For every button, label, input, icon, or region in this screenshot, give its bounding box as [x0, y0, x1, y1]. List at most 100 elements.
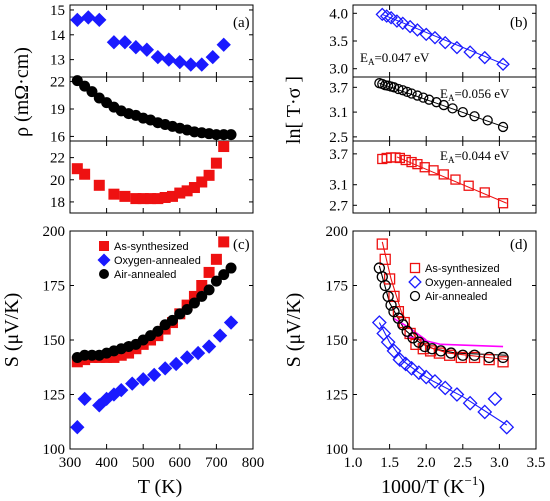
- panel-d-legend-marker: [409, 262, 421, 274]
- panel-b-point: [479, 187, 490, 198]
- marks-layer: 13 14 15 16 19 22 18 20 22 4.0 3.5 3.0 EA=0.047 eV 3.…: [43, 3, 546, 471]
- panel-c-point: [181, 303, 193, 315]
- panel-c-point: [106, 387, 122, 402]
- panel-b-point: [396, 16, 410, 31]
- panel-b-point: [375, 7, 390, 22]
- panel-d-x-label: 1.0: [344, 455, 363, 471]
- panel-c-point: [166, 314, 178, 326]
- panel-b-point: [418, 92, 429, 103]
- panel-c-point: [168, 356, 184, 372]
- panel-d-point: [371, 315, 387, 330]
- panel-d-point: [376, 238, 388, 250]
- panel-a-point: [71, 163, 83, 175]
- panel-c-point: [188, 290, 200, 302]
- panel-d-point: [380, 334, 396, 350]
- top-right-ylabel: ln[ T·σ ]: [283, 76, 305, 144]
- panel-b-point: [497, 121, 509, 133]
- panel-b-point: [388, 82, 400, 93]
- panel-a-y-label: 16: [50, 129, 66, 145]
- panel-b-fit-line: [382, 13, 507, 66]
- panel-b-point: [469, 111, 480, 122]
- panel-b-point: [496, 57, 510, 72]
- panel-d-point: [437, 380, 453, 396]
- panel-d-x-label: 3.0: [490, 455, 509, 471]
- panel-d-point: [419, 340, 431, 353]
- panel-b-point: [400, 154, 411, 166]
- panel-b-point: [384, 10, 398, 25]
- panel-c-point: [114, 382, 129, 398]
- panel-a-point: [79, 168, 91, 180]
- panel-a-point: [172, 54, 187, 70]
- panel-label-a: (a): [233, 15, 250, 31]
- panel-a-y-label: 20: [50, 173, 65, 189]
- panel-a-point: [108, 188, 120, 200]
- bottom-left-ylabel: S (μV/K): [1, 293, 23, 368]
- panel-d-y-label: 100: [326, 442, 349, 458]
- panel-a-point: [225, 129, 237, 141]
- panel-d-point: [499, 419, 515, 435]
- panel-a-point: [106, 35, 122, 50]
- panel-a-point: [139, 42, 155, 57]
- panel-b-point: [450, 174, 461, 185]
- panel-a-y-label: 19: [50, 102, 65, 118]
- panel-d-legend-label: Oxygen-annealed: [425, 277, 512, 289]
- panel-a-point: [166, 190, 178, 202]
- panel-c-y-label: 100: [43, 442, 66, 458]
- panel-c-point: [108, 351, 120, 363]
- panel-c-point: [218, 269, 230, 281]
- panel-b-point: [463, 45, 477, 59]
- panel-b-point: [423, 94, 435, 105]
- panel-d-point: [392, 306, 405, 318]
- panel-b-y-label: 3.1: [329, 178, 348, 194]
- panel-d-point: [449, 387, 465, 402]
- panel-b-y-label: 2.5: [329, 130, 348, 146]
- panel-a-point: [145, 193, 157, 205]
- panel-b-point: [412, 158, 423, 170]
- panel-d-point: [483, 351, 495, 364]
- panel-a-point: [70, 12, 85, 28]
- panel-c-legend-marker: [99, 269, 109, 279]
- panel-b-point: [412, 90, 423, 101]
- panel-c-point: [152, 325, 164, 337]
- panel-b-fit-line: [396, 156, 507, 204]
- panel-d-fit-line: [440, 343, 504, 348]
- panel-d-point: [487, 391, 503, 407]
- panel-b-annotation: EA=0.044 eV: [440, 148, 510, 165]
- panel-a-point: [205, 49, 220, 65]
- panel-b-point: [482, 115, 493, 126]
- panel-a-y-label: 22: [50, 151, 65, 167]
- panel-a-point: [181, 185, 193, 197]
- panel-b-point: [403, 19, 417, 34]
- panel-c-y-label: 125: [43, 388, 66, 404]
- panel-b-point: [428, 30, 442, 45]
- panel-a-point: [174, 187, 186, 199]
- panel-c-x-label: 700: [205, 455, 228, 471]
- panel-d-point: [455, 351, 467, 364]
- panel-c-point: [70, 420, 85, 435]
- panel-b-point: [450, 40, 464, 55]
- panel-a-point: [210, 157, 222, 169]
- panel-b-y-label: 3.7: [329, 147, 348, 163]
- panel-c-point: [210, 253, 222, 265]
- panel-d-x-label: 3.5: [527, 455, 546, 471]
- panel-d-point: [445, 347, 457, 359]
- panel-d-point: [401, 325, 413, 337]
- panel-d-point: [427, 374, 443, 389]
- panel-a-point: [188, 182, 200, 194]
- panel-c-point: [179, 350, 195, 365]
- bottom-right-xlabel: 1000/T (K−1): [381, 473, 485, 498]
- panel-a-point: [119, 190, 131, 202]
- panel-d-point: [379, 253, 391, 265]
- panel-d-point: [411, 365, 427, 381]
- panel-b-y-label: 3.1: [329, 105, 348, 121]
- panel-d-y-label: 150: [326, 333, 349, 349]
- panel-c-legend-marker: [99, 241, 109, 251]
- panel-d-x-label: 2.5: [453, 455, 472, 471]
- panel-d-point: [398, 356, 414, 372]
- panel-a-point: [194, 57, 209, 72]
- panel-b-y-label: 3.5: [329, 34, 348, 50]
- panel-a-frame: [69, 140, 254, 214]
- panel-c-y-label: 150: [43, 333, 66, 349]
- panel-b-point: [402, 86, 413, 98]
- panel-label-d: (d): [510, 237, 528, 253]
